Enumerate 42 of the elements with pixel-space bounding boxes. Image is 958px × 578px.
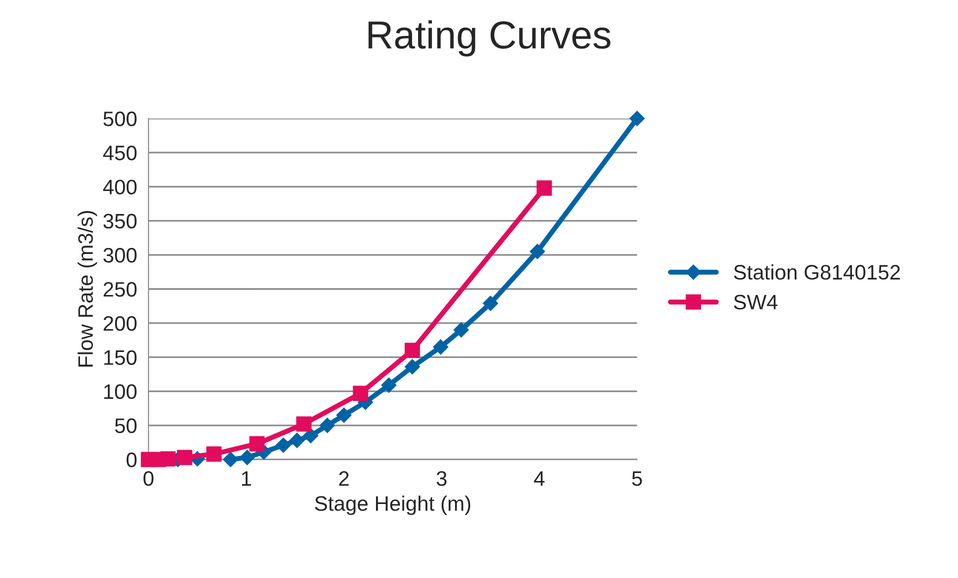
point [536, 180, 552, 196]
point [223, 452, 238, 468]
point [249, 436, 265, 452]
y-axis-title: Flow Rate (m3/s) [78, 210, 98, 367]
y-tick-label: 300 [103, 248, 137, 263]
point [381, 378, 396, 393]
point [296, 416, 312, 432]
y-tick-label: 250 [104, 282, 137, 297]
legend-label: Station G8140152 [734, 264, 900, 280]
point [276, 438, 291, 453]
x-tick-label: 1 [242, 471, 251, 486]
point [482, 296, 498, 311]
point [289, 432, 305, 448]
x-tick-label: 0 [144, 471, 154, 486]
y-tick-label: 400 [103, 180, 137, 194]
y-tick-label: 0 [126, 452, 137, 468]
point [206, 446, 222, 462]
chart-title: Rating Curves [368, 20, 610, 56]
point [404, 359, 420, 374]
point [530, 244, 545, 260]
legend-label: SW4 [734, 294, 778, 310]
point [240, 450, 255, 466]
point [404, 342, 420, 358]
y-tick-label: 150 [104, 350, 137, 365]
point [630, 110, 645, 126]
point [433, 339, 448, 355]
x-tick-label: 3 [436, 471, 447, 486]
y-tick-label: 450 [103, 146, 137, 160]
y-tick-label: 100 [104, 384, 137, 400]
y-tick-label: 200 [104, 316, 137, 331]
y-tick-label: 50 [115, 418, 137, 434]
y-tick-label: 350 [103, 214, 137, 229]
y-tick-label: 500 [103, 111, 137, 126]
point [352, 386, 368, 401]
point [320, 418, 335, 433]
point [303, 428, 318, 444]
point [454, 322, 469, 338]
x-tick-label: 4 [534, 471, 545, 486]
point [336, 408, 352, 423]
x-tick-label: 2 [339, 471, 349, 486]
x-axis-title: Stage Height (m) [314, 496, 470, 516]
x-tick-label: 5 [632, 471, 642, 486]
